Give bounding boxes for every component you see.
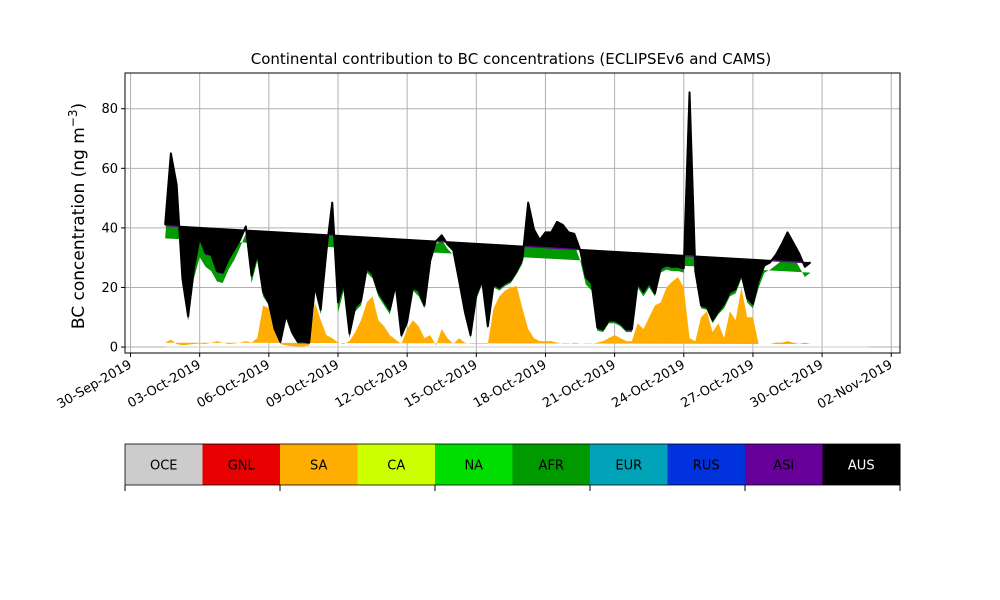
- y-axis-label-superscript: −3: [66, 109, 80, 127]
- x-tick-label: 15-Oct-2019: [402, 357, 480, 411]
- x-tick-label: 27-Oct-2019: [679, 357, 757, 411]
- legend-label-asi: ASI: [773, 459, 794, 474]
- y-axis-label-close: ): [69, 103, 89, 110]
- legend-label-ca: CA: [387, 459, 405, 474]
- x-tick-label: 30-Sep-2019: [55, 357, 135, 412]
- legend-label-eur: EUR: [615, 459, 642, 474]
- x-tick-label: 30-Oct-2019: [748, 357, 826, 411]
- x-tick-label: 12-Oct-2019: [333, 357, 411, 411]
- plot-frame: [124, 72, 901, 354]
- y-tick-label: 60: [101, 162, 118, 177]
- legend-swatch-ca: [357, 444, 436, 485]
- legend-swatch-eur: [590, 444, 668, 485]
- y-axis-label-main: BC concentration (ng m: [69, 127, 89, 329]
- legend-label-sa: SA: [310, 459, 327, 474]
- legend-swatch-afr: [512, 444, 591, 485]
- total-line: [164, 91, 812, 344]
- legend-label-gnl: GNL: [228, 459, 256, 474]
- x-tick-label: 09-Oct-2019: [264, 357, 342, 411]
- legend-label-aus: AUS: [848, 459, 875, 474]
- y-tick-label: 0: [110, 341, 118, 356]
- colorbar-frame: [124, 443, 901, 486]
- legend-swatch-sa: [280, 444, 358, 485]
- legend-label-na: NA: [464, 459, 483, 474]
- area-sa: [165, 277, 811, 347]
- x-tick-label: 18-Oct-2019: [471, 357, 549, 411]
- legend-label-rus: RUS: [693, 459, 720, 474]
- x-tick-label: 03-Oct-2019: [125, 357, 203, 411]
- legend-swatch-aus: [822, 444, 901, 485]
- legend-swatch-asi: [745, 444, 823, 485]
- legend-swatch-na: [435, 444, 513, 485]
- area-aus: [165, 92, 811, 343]
- legend-swatch-gnl: [202, 444, 281, 485]
- y-tick-label: 20: [101, 281, 118, 296]
- stacked-area-layer: [164, 91, 869, 348]
- y-tick-label: 40: [101, 221, 118, 236]
- chart-title: Continental contribution to BC concentra…: [251, 50, 772, 68]
- x-tick-label: 21-Oct-2019: [540, 357, 618, 411]
- y-tick-label: 80: [101, 102, 118, 117]
- x-tick-label: 06-Oct-2019: [194, 357, 272, 411]
- colorbar-legend: OCE GNL SA CA NA AFR EUR RUS ASI AUS: [124, 443, 901, 491]
- x-tick-label: 24-Oct-2019: [609, 357, 687, 411]
- legend-swatch-oce: [125, 444, 203, 485]
- x-tick-label: 02-Nov-2019: [815, 357, 895, 412]
- legend-label-afr: AFR: [539, 459, 564, 474]
- legend-swatch-rus: [667, 444, 746, 485]
- y-axis-label: BC concentration (ng m−3): [66, 103, 89, 329]
- legend-label-oce: OCE: [150, 459, 178, 474]
